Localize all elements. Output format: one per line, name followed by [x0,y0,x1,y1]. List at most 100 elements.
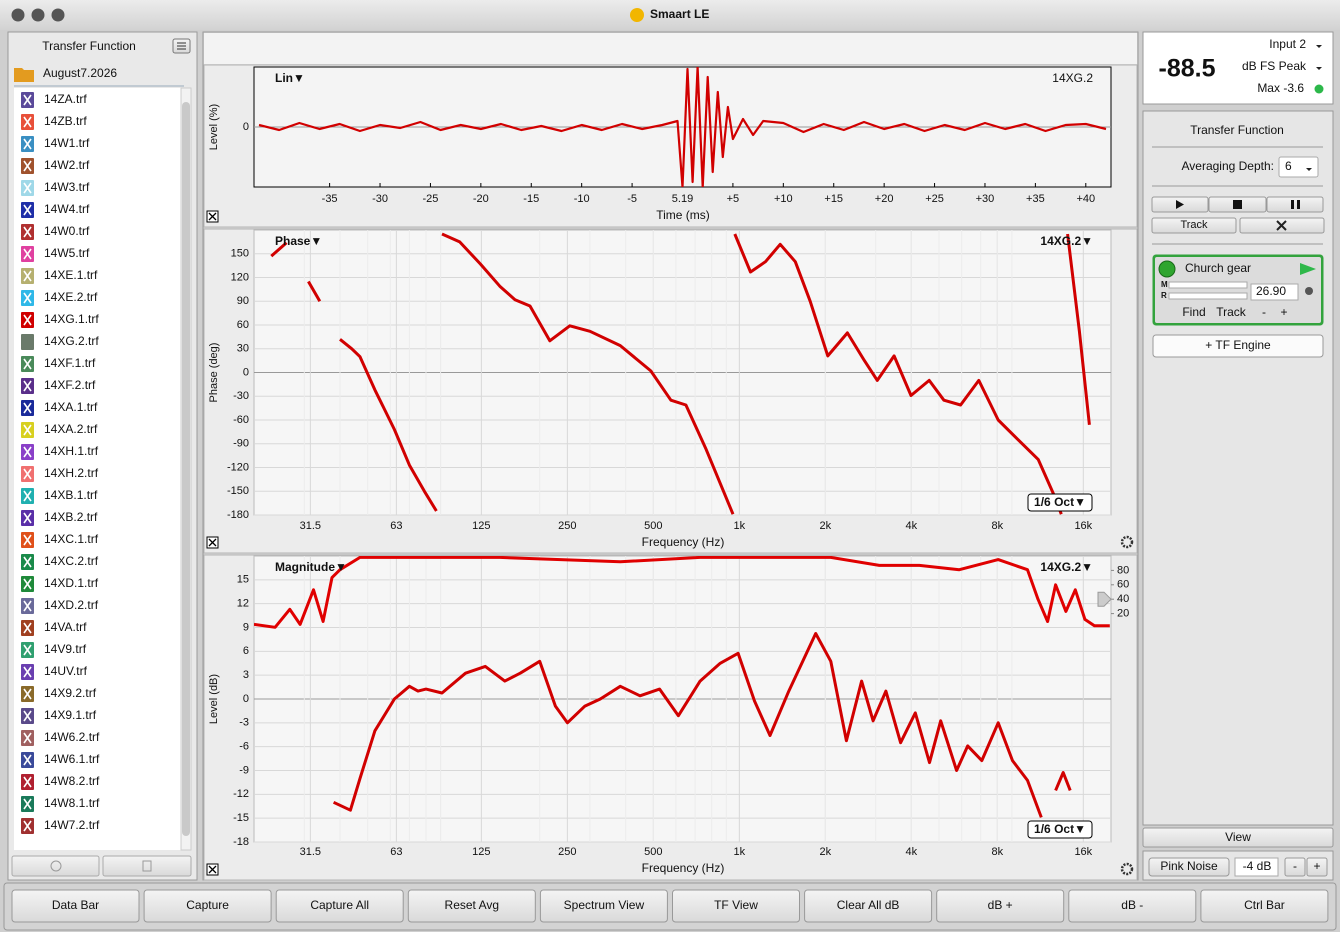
file-name[interactable]: 14W4.trf [44,202,90,216]
meter-input[interactable]: Input 2 [1269,37,1306,51]
generator-button[interactable] [1148,857,1230,877]
settings-gear[interactable] [1120,862,1134,876]
file-name[interactable]: 14W6.2.trf [44,730,100,744]
add-engine-label[interactable]: + TF Engine [1205,338,1271,352]
file-name[interactable]: 14XE.2.trf [44,290,98,304]
file-trash-button[interactable] [102,855,192,877]
file-name[interactable]: 14XA.2.trf [44,422,98,436]
track-button-label[interactable]: Track [1180,219,1208,231]
settings-gear[interactable] [1120,535,1134,549]
engine-play[interactable] [1300,263,1316,275]
file-name[interactable]: 14W8.2.trf [44,774,100,788]
scroll-thumb[interactable] [182,102,190,836]
command-button[interactable] [804,889,933,923]
file-name[interactable]: 14W0.trf [44,224,90,238]
file-name[interactable]: 14W5.trf [44,246,90,260]
trace-label[interactable]: 14XG.2▼ [1040,234,1093,248]
meter-unit[interactable]: dB FS Peak [1242,59,1307,73]
command-button-label[interactable]: TF View [714,898,758,912]
generator-label[interactable]: Pink Noise [1160,859,1218,873]
engine-track-button[interactable]: Track [1216,305,1247,319]
delay-value[interactable]: 26.90 [1256,284,1286,298]
engine-status[interactable] [1158,260,1176,278]
file-name[interactable]: 14ZB.trf [44,114,87,128]
file-name[interactable]: 14V9.trf [44,642,87,656]
resolution-label[interactable]: 1/6 Oct▼ [1034,822,1086,836]
file-name[interactable]: 14W3.trf [44,180,90,194]
command-button-label[interactable]: Capture All [310,898,369,912]
file-name[interactable]: 14XB.2.trf [44,510,98,524]
file-name[interactable]: 14XD.2.trf [44,598,99,612]
file-name[interactable]: 14ZA.trf [44,92,87,106]
file-name[interactable]: 14XD.1.trf [44,576,99,590]
add-engine-button[interactable] [1152,334,1324,358]
generator-level-field[interactable] [1234,857,1279,877]
command-button[interactable] [936,889,1065,923]
file-name[interactable]: 14XE.1.trf [44,268,98,282]
averaging-select[interactable] [1278,156,1319,178]
file-name[interactable]: 14XG.1.trf [44,312,99,326]
command-button[interactable] [11,889,140,923]
engine-plus[interactable]: + [1280,305,1287,319]
file-name[interactable]: 14XA.1.trf [44,400,98,414]
plot-title[interactable]: Magnitude▼ [275,560,347,574]
file-name[interactable]: 14XC.2.trf [44,554,99,568]
resolution-box[interactable] [1027,493,1093,512]
command-button-label[interactable]: dB + [988,898,1013,912]
level-down-label[interactable]: - [1293,859,1297,873]
level-up-label[interactable]: + [1313,859,1320,873]
generator-level[interactable]: -4 dB [1243,859,1272,873]
find-button[interactable]: Find [1182,305,1205,319]
file-name[interactable]: 14XH.1.trf [44,444,99,458]
engine-minus[interactable]: - [1262,305,1266,319]
view-button[interactable] [1142,827,1334,848]
zoom-button[interactable] [51,8,65,22]
file-name[interactable]: 14UV.trf [44,664,88,678]
file-name[interactable]: 14W7.2.trf [44,818,100,832]
level-up-button[interactable] [1306,857,1328,877]
command-button[interactable] [1200,889,1329,923]
engine-name[interactable]: Church gear [1185,261,1251,275]
file-name[interactable]: 14XG.2.trf [44,334,99,348]
file-name[interactable]: 14W1.trf [44,136,90,150]
file-name[interactable]: 14XB.1.trf [44,488,98,502]
command-button[interactable] [672,889,800,923]
command-button-label[interactable]: Reset Avg [445,898,499,912]
delay-field[interactable] [1250,283,1299,301]
minimize-button[interactable] [31,8,45,22]
command-button-label[interactable]: Spectrum View [564,898,645,912]
command-button[interactable] [407,889,536,923]
folder-name[interactable]: August7.2026 [43,66,117,80]
command-button-label[interactable]: Data Bar [52,898,99,912]
file-name[interactable]: 14W6.1.trf [44,752,100,766]
view-label[interactable]: View [1225,830,1251,844]
file-name[interactable]: 14VA.trf [44,620,87,634]
command-button-label[interactable]: dB - [1121,898,1143,912]
averaging-value[interactable]: 6 [1285,159,1292,173]
plot-title[interactable]: Lin▼ [275,71,305,85]
trace-label[interactable]: 14XG.2▼ [1040,560,1093,574]
command-button-label[interactable]: Capture [186,898,229,912]
resolution-box[interactable] [1027,820,1093,839]
file-name[interactable]: 14X9.2.trf [44,686,97,700]
command-button-label[interactable]: Clear All dB [837,898,900,912]
file-name[interactable]: 14XH.2.trf [44,466,99,480]
command-button[interactable] [275,889,404,923]
coherence-handle[interactable] [1097,591,1112,607]
level-down-button[interactable] [1284,857,1306,877]
file-name[interactable]: 14W2.trf [44,158,90,172]
command-button[interactable] [1068,889,1197,923]
plot-title[interactable]: Phase▼ [275,234,322,248]
resolution-label[interactable]: 1/6 Oct▼ [1034,495,1086,509]
command-button[interactable] [539,889,668,923]
file-name[interactable]: 14W8.1.trf [44,796,100,810]
close-button[interactable] [11,8,25,22]
file-delete-button[interactable] [11,855,100,877]
command-button[interactable] [143,889,272,923]
file-name[interactable]: 14XF.2.trf [44,378,96,392]
track-button[interactable] [1151,217,1237,234]
pause-button[interactable] [1266,196,1324,213]
file-name[interactable]: 14XF.1.trf [44,356,96,370]
file-name[interactable]: 14X9.1.trf [44,708,97,722]
trace-label[interactable]: 14XG.2 [1052,71,1093,85]
